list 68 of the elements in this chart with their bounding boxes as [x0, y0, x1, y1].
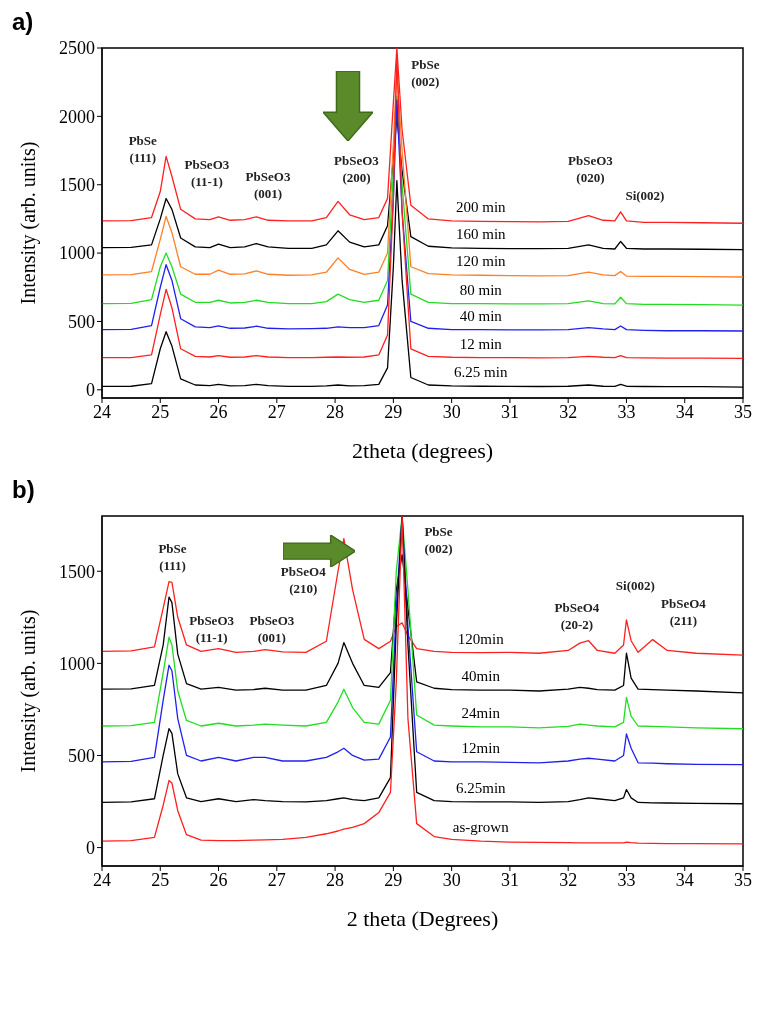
x-tick-label: 32: [559, 869, 578, 890]
series-label: 200 min: [455, 199, 507, 216]
x-tick-label: 29: [384, 869, 403, 890]
series-label: 40min: [461, 668, 501, 685]
x-tick-label: 27: [267, 401, 286, 422]
series-label: 24min: [461, 704, 501, 721]
x-tick-label: 30: [442, 869, 461, 890]
chart-title: a): [11, 8, 35, 36]
annotation: PbSe (002): [424, 523, 453, 558]
annotation: PbSeO3 (020): [568, 152, 613, 187]
x-tick-label: 26: [209, 869, 228, 890]
series-label: 12 min: [459, 335, 503, 352]
x-tick-label: 35: [734, 401, 752, 422]
y-tick-label: 1500: [59, 175, 95, 196]
annotation: PbSeO3 (11-1): [184, 155, 230, 190]
x-tick-label: 30: [442, 401, 461, 422]
x-tick-label: 28: [326, 869, 345, 890]
y-tick-label: 500: [68, 745, 95, 766]
series-label: 12min: [461, 739, 501, 756]
x-tick-label: 34: [675, 401, 694, 422]
annotation: PbSeO3 (11-1): [189, 612, 235, 647]
annotation: PbSeO3 (200): [334, 152, 379, 187]
annotation: Si(002): [625, 186, 665, 204]
x-tick-label: 33: [617, 869, 636, 890]
y-tick-label: 1000: [59, 653, 95, 674]
x-tick-label: 31: [500, 869, 519, 890]
x-tick-label: 28: [326, 401, 345, 422]
annotation: PbSeO4 (211): [660, 594, 706, 629]
y-tick-label: 2500: [59, 38, 95, 59]
x-tick-label: 33: [617, 401, 636, 422]
chart-title: b): [11, 476, 36, 504]
x-axis-title: 2theta (degrees): [351, 438, 494, 463]
annotation: PbSeO4 (20-2): [554, 598, 600, 633]
series-label: 120 min: [455, 253, 507, 270]
annotation: PbSeO3 (001): [245, 167, 291, 202]
series-label: 6.25 min: [454, 364, 508, 381]
annotation: PbSe (002): [411, 55, 440, 90]
x-tick-label: 31: [500, 401, 519, 422]
x-tick-label: 27: [267, 869, 286, 890]
x-tick-label: 26: [209, 401, 228, 422]
y-tick-label: 2000: [59, 106, 95, 127]
annotation: PbSeO4 (210): [280, 562, 326, 597]
y-axis-title: Intensity (arb. units): [17, 141, 41, 305]
annotation: PbSe (111): [158, 539, 187, 574]
series-label: 40 min: [459, 307, 503, 324]
series-label: as-grown: [452, 819, 510, 836]
x-tick-label: 35: [734, 869, 752, 890]
x-tick-label: 25: [151, 401, 170, 422]
series-label: 120min: [457, 630, 505, 647]
series-label: 80 min: [459, 281, 503, 298]
x-tick-label: 24: [93, 401, 111, 422]
y-tick-label: 500: [68, 311, 95, 332]
y-tick-label: 0: [86, 837, 95, 858]
x-tick-label: 25: [151, 869, 170, 890]
x-axis-title: 2 theta (Degrees): [346, 906, 499, 931]
x-tick-label: 24: [93, 869, 111, 890]
y-axis-title: Intensity (arb. units): [17, 609, 41, 773]
annotation: Si(002): [615, 576, 655, 594]
annotation: PbSeO3 (001): [249, 612, 295, 647]
series-label: 6.25min: [455, 779, 507, 796]
x-tick-label: 34: [675, 869, 694, 890]
y-tick-label: 1500: [59, 561, 95, 582]
x-tick-label: 32: [559, 401, 578, 422]
series-label: 160 min: [455, 226, 507, 243]
y-tick-label: 1000: [59, 243, 95, 264]
annotation: PbSe (111): [128, 132, 157, 167]
y-tick-label: 0: [86, 380, 95, 401]
x-tick-label: 29: [384, 401, 403, 422]
